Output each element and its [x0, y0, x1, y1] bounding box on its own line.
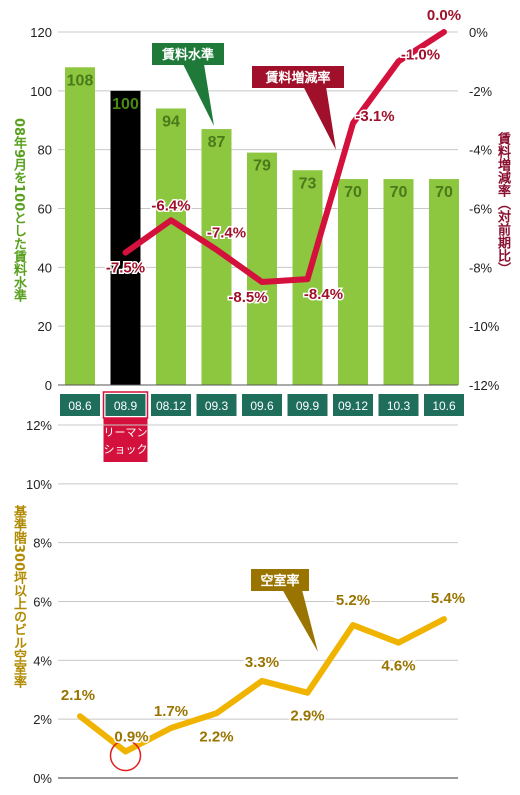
vacancy-value-label: 2.9%: [290, 708, 324, 725]
category-box: [242, 394, 282, 416]
top-left-tick-label: 40: [38, 260, 52, 275]
rent-change-value-label: -1.0%: [401, 46, 440, 63]
category-label: 09.9: [296, 399, 320, 413]
rent-legend-tag-text: 賃料増減率: [264, 70, 330, 85]
rent-change-value-label: -7.5%: [106, 260, 145, 277]
bar-value-label: 70: [435, 184, 453, 201]
category-label: 09.3: [205, 399, 229, 413]
category-box: [151, 394, 191, 416]
top-right-tick-label: -8%: [469, 260, 493, 275]
category-box: [105, 394, 146, 416]
annotation-text-line2: ショック: [104, 443, 148, 456]
top-right-tick-label: -6%: [469, 202, 493, 217]
top-right-tick-label: 0%: [469, 25, 488, 40]
bottom-tick-label: 10%: [26, 477, 52, 492]
rent-change-value-label: -8.5%: [228, 289, 267, 306]
top-right-tick-label: -12%: [469, 378, 500, 393]
category-box: [378, 394, 419, 416]
category-box: [424, 394, 464, 416]
vacancy-value-label: 5.4%: [431, 590, 465, 607]
category-box: [287, 394, 328, 416]
vacancy-line: [77, 616, 447, 755]
category-label: 10.6: [432, 399, 456, 413]
category-label: 09.6: [250, 399, 274, 413]
top-left-tick-label: 120: [30, 25, 52, 40]
category-label: 08.12: [156, 399, 186, 413]
rent-legend-tag: [252, 66, 344, 88]
category-label: 10.3: [387, 399, 411, 413]
left-axis-title-top: 08年9月を100とした賃料水準: [11, 118, 26, 303]
category-label: 08.6: [68, 399, 92, 413]
bar-value-label: 100: [112, 96, 139, 113]
bar: [156, 108, 186, 385]
bar-legend-pointer: [180, 58, 214, 126]
bar: [247, 152, 277, 385]
rent-legend-pointer: [300, 80, 336, 150]
rent-change-value-label: -7.4%: [207, 225, 246, 242]
category-box: [196, 394, 237, 416]
right-axis-title-top: 賃料増減率（対前期比）: [495, 132, 510, 275]
bottom-tick-label: 4%: [33, 653, 52, 668]
vacancy-legend-pointer: [278, 582, 318, 652]
bar-value-label: 108: [67, 72, 94, 89]
bar-legend-tag-text: 賃料水準: [161, 47, 214, 62]
vacancy-value-label: 0.9%: [114, 729, 148, 746]
bottom-tick-label: 6%: [33, 595, 52, 610]
vacancy-value-label: 2.2%: [199, 728, 233, 745]
top-left-tick-label: 60: [38, 202, 52, 217]
bottom-tick-label: 8%: [33, 536, 52, 551]
top-left-tick-label: 80: [38, 143, 52, 158]
bar-legend-tag: [152, 43, 224, 65]
vacancy-legend-tag-text: 空室率: [260, 573, 299, 588]
top-right-tick-label: -2%: [469, 84, 493, 99]
bottom-tick-label: 12%: [26, 418, 52, 433]
bar: [429, 179, 459, 385]
rent-change-value-label: -6.4%: [151, 197, 190, 214]
bar: [65, 67, 95, 386]
rent-change-value-label: 0.0%: [427, 7, 461, 24]
top-right-tick-label: -4%: [469, 143, 493, 158]
bar-value-label: 87: [208, 134, 226, 151]
bar-value-label: 70: [344, 184, 362, 201]
vacancy-value-label: 2.1%: [61, 687, 95, 704]
left-axis-title-bottom: 基準階300坪以上のビル空室率: [11, 505, 26, 689]
category-box: [333, 394, 373, 416]
bottom-tick-label: 2%: [33, 712, 52, 727]
category-label: 09.12: [338, 399, 368, 413]
vacancy-value-label: 1.7%: [154, 703, 188, 720]
vacancy-legend-tag: [251, 569, 309, 591]
category-label: 08.9: [114, 399, 138, 413]
vacancy-value-label: 3.3%: [245, 654, 279, 671]
vacancy-value-label: 5.2%: [336, 592, 370, 609]
bar: [338, 179, 368, 385]
bar-value-label: 70: [390, 184, 408, 201]
highlight-circle: [109, 739, 142, 772]
bar: [110, 90, 141, 385]
top-left-tick-label: 20: [38, 319, 52, 334]
rent-change-value-label: -3.1%: [355, 108, 394, 125]
top-left-tick-label: 0: [45, 378, 52, 393]
rent-change-line: [122, 29, 447, 286]
top-right-tick-label: -10%: [469, 319, 500, 334]
annotation-text-line1: リーマン: [104, 427, 148, 439]
bar-value-label: 79: [253, 158, 271, 175]
bar-value-label: 73: [299, 175, 317, 192]
top-left-tick-label: 100: [30, 84, 52, 99]
bar-value-label: 94: [162, 113, 180, 130]
bottom-tick-label: 0%: [33, 771, 52, 786]
bar: [383, 179, 414, 385]
vacancy-value-label: 4.6%: [381, 658, 415, 675]
category-box: [60, 394, 100, 416]
rent-change-value-label: -8.4%: [304, 286, 343, 303]
